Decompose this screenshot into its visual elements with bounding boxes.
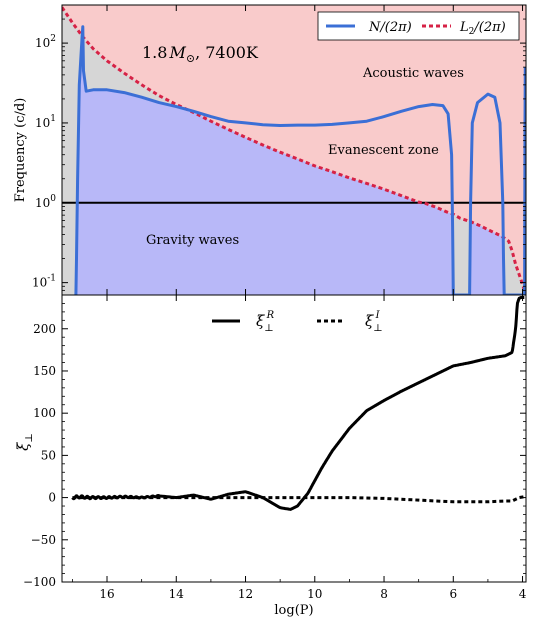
bottom-y-tick-label: 50 <box>41 448 56 462</box>
l2-legend-label: L2/(2π) <box>459 20 506 37</box>
evanescent-zone-label: Evanescent zone <box>328 143 439 158</box>
x-tick-label: 10 <box>307 587 322 601</box>
x-tick-label: 4 <box>519 587 527 601</box>
bottom-y-tick-label: −100 <box>23 575 56 589</box>
bottom-y-tick-label: −50 <box>31 533 56 547</box>
n-series-line <box>74 25 526 295</box>
bottom-ticks: −100 −50 0 50 100 150 200 16 14 12 10 8 6 4 <box>23 294 527 601</box>
top-y-tick-label: 100 <box>35 194 56 210</box>
bottom-y-axis-label: ξ⊥ <box>14 433 35 451</box>
bottom-y-tick-label: 200 <box>33 322 56 336</box>
x-tick-label: 12 <box>238 587 253 601</box>
top-legend: N/(2π) L2/(2π) <box>317 11 520 41</box>
bottom-y-axis-sub: ⊥ <box>24 433 35 442</box>
star-temperature: , 7400K <box>195 43 259 62</box>
bottom-y-axis-symbol: ξ <box>14 442 32 451</box>
xi-real-legend-sub: ⊥ <box>264 323 273 334</box>
l2-legend-main: L <box>459 20 469 35</box>
x-tick-label: 14 <box>169 587 185 601</box>
top-y-tick-label: 10-1 <box>32 274 56 290</box>
top-y-tick-label: 102 <box>35 34 56 50</box>
top-y-tick-label: 101 <box>35 114 56 130</box>
xi-imag-legend-sup: I <box>375 310 381 321</box>
xi-imag-legend-label: ξ⊥ I <box>365 310 383 334</box>
star-parameters-label: 1.8 M⊙, 7400K <box>142 43 259 65</box>
bottom-y-tick-label: 0 <box>48 491 56 505</box>
xi-imag-series-line <box>72 495 525 504</box>
star-mass-symbol: M <box>168 43 186 62</box>
star-mass-subscript: ⊙ <box>186 52 195 65</box>
star-mass-value: 1.8 <box>142 43 167 62</box>
frequency-panel: 10-1 100 101 102 Frequency (c/d) 1.8 M⊙, 740… <box>13 4 527 296</box>
gravity-region <box>62 36 526 295</box>
gravity-waves-label: Gravity waves <box>146 233 239 248</box>
x-tick-label: 16 <box>99 587 114 601</box>
l2-legend-rest: /(2π) <box>472 20 505 35</box>
xi-real-series-line <box>71 296 526 511</box>
x-axis-label: log(P) <box>274 603 313 618</box>
top-y-axis-label: Frequency (c/d) <box>13 98 28 203</box>
xi-imag-legend-sub: ⊥ <box>373 323 382 334</box>
n-legend-label: N/(2π) <box>368 20 412 35</box>
acoustic-waves-label: Acoustic waves <box>362 66 464 81</box>
l2-series-line <box>62 6 526 295</box>
x-tick-label: 6 <box>449 587 457 601</box>
bottom-plot-frame <box>61 294 527 583</box>
top-y-ticks: 10-1 100 101 102 <box>32 4 526 296</box>
x-tick-label: 8 <box>380 587 388 601</box>
xi-real-legend-main: ξ <box>256 312 265 330</box>
bottom-y-tick-label: 150 <box>33 364 56 378</box>
bottom-legend: ξ⊥R ξ⊥I <box>212 310 383 334</box>
xi-real-legend-sup: R <box>266 310 275 321</box>
xi-imag-legend-main: ξ <box>365 312 374 330</box>
bottom-y-tick-label: 100 <box>33 406 56 420</box>
l2-legend-sub: 2 <box>469 27 475 37</box>
xi-real-legend-label: ξ⊥ R <box>256 310 275 334</box>
